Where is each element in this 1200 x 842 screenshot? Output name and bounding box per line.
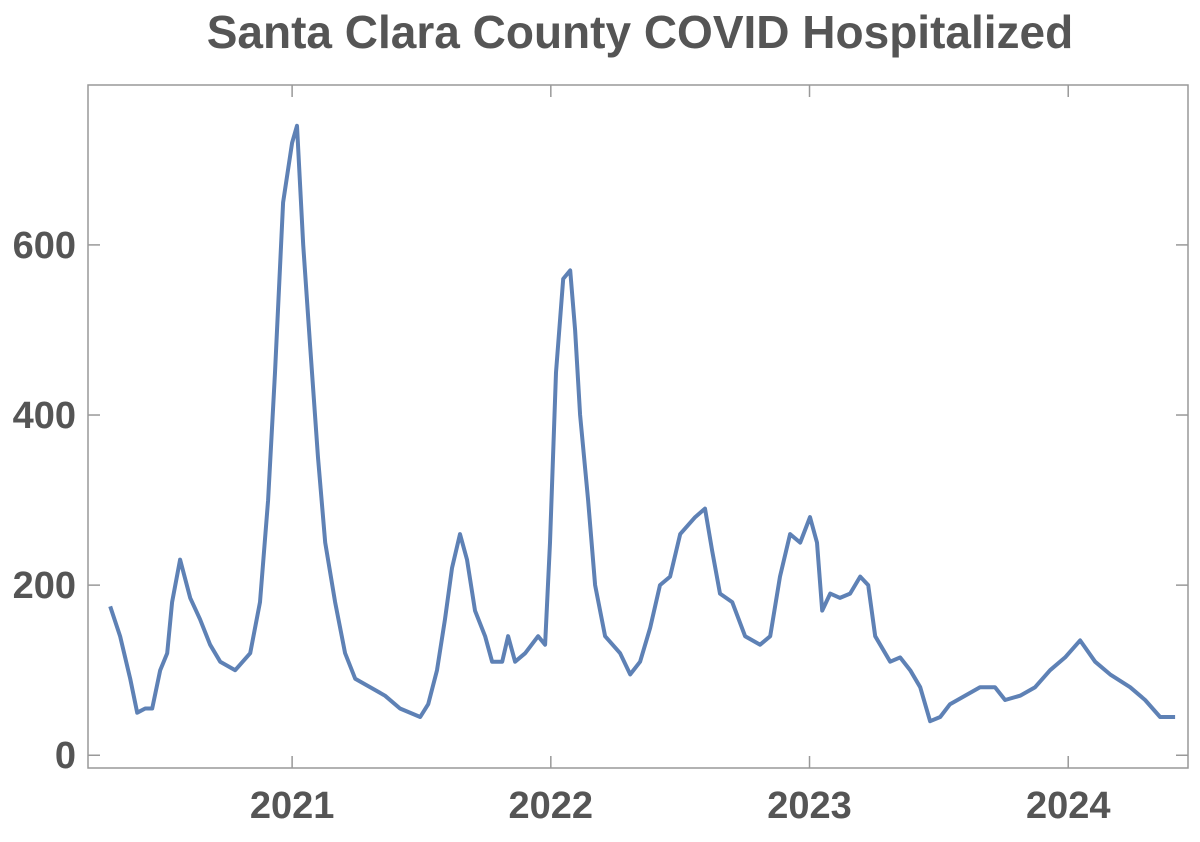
y-tick-label: 400 [13,395,76,437]
plot-frame [87,84,1189,769]
y-tick-label: 600 [13,225,76,267]
data-line [108,123,1176,724]
x-tick-label: 2022 [509,785,594,827]
y-tick-label: 0 [55,735,76,777]
x-tick-label: 2023 [767,785,852,827]
x-tick-label: 2021 [250,785,335,827]
y-tick-label: 200 [13,565,76,607]
x-tick-label: 2024 [1026,785,1111,827]
chart-title: Santa Clara County COVID Hospitalized [207,6,1073,58]
